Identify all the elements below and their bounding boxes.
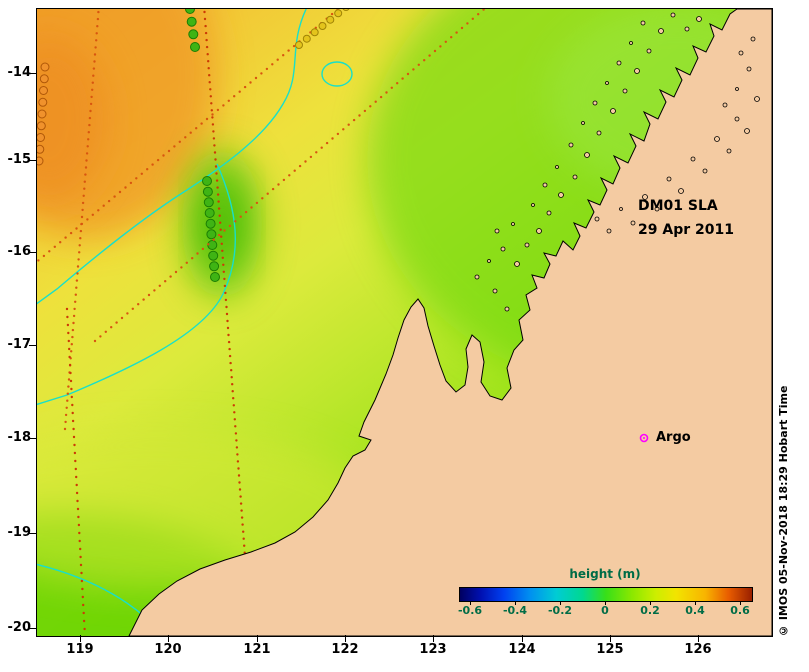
y-tick-label: -18	[7, 430, 32, 445]
colorbar-tickmark	[560, 601, 561, 605]
y-tick-label: -19	[7, 525, 32, 540]
islands	[474, 12, 760, 312]
x-axis-tickmark	[168, 635, 169, 642]
map-date: 29 Apr 2011	[638, 222, 734, 238]
colorbar-tickmark	[605, 601, 606, 605]
y-tick-label: -14	[7, 65, 32, 80]
x-axis-tickmark	[257, 635, 258, 642]
y-axis-tickmark	[29, 73, 36, 74]
x-tick-label: 122	[331, 642, 359, 657]
colorbar-tick-label: 0.4	[685, 604, 705, 617]
x-tick-label: 120	[154, 642, 182, 657]
x-tick-label: 119	[66, 642, 94, 657]
x-axis-tickmark	[522, 635, 523, 642]
land-australia	[128, 9, 772, 636]
colorbar-tick-label: -0.6	[457, 604, 483, 617]
imos-attribution: © IMOS 05-Nov-2018 18:29 Hobart Time	[777, 385, 790, 637]
x-tick-label: 126	[684, 642, 712, 657]
y-axis-tickmark	[29, 252, 36, 253]
x-tick-label: 125	[596, 642, 624, 657]
colorbar-tick-label: 0.6	[730, 604, 750, 617]
x-axis-tickmark	[433, 635, 434, 642]
colorbar-tick-label: -0.2	[547, 604, 573, 617]
x-axis-tickmark	[610, 635, 611, 642]
x-tick-label: 123	[419, 642, 447, 657]
x-axis-tickmark	[345, 635, 346, 642]
x-axis-tickmark	[698, 635, 699, 642]
colorbar-tickmark	[470, 601, 471, 605]
x-tick-label: 121	[243, 642, 271, 657]
colorbar-tickmark	[695, 601, 696, 605]
x-axis-tickmark	[80, 635, 81, 642]
map-canvas	[37, 9, 772, 636]
map-title: DM01 SLA	[638, 198, 718, 214]
colorbar-tickmark	[650, 601, 651, 605]
colorbar-tickmark	[515, 601, 516, 605]
colorbar-tickmark	[740, 601, 741, 605]
colorbar-tick-label: -0.4	[502, 604, 528, 617]
y-axis-tickmark	[29, 345, 36, 346]
y-axis-tickmark	[29, 533, 36, 534]
argo-marker-icon	[639, 433, 649, 443]
y-tick-label: -16	[7, 244, 32, 259]
contour-line	[37, 163, 237, 406]
y-axis-tickmark	[29, 438, 36, 439]
colorbar	[459, 587, 753, 602]
y-tick-label: -15	[7, 152, 32, 167]
y-tick-label: -17	[7, 337, 32, 352]
map-plot: DM01 SLA 29 Apr 2011 Argo height (m) -0.…	[36, 8, 773, 637]
colorbar-title: height (m)	[569, 567, 641, 581]
colorbar-tick-label: 0.2	[640, 604, 660, 617]
contour-loop	[321, 61, 353, 87]
argo-label: Argo	[656, 430, 691, 445]
colorbar-tick-label: 0	[601, 604, 609, 617]
y-axis-tickmark	[29, 160, 36, 161]
y-tick-label: -20	[7, 620, 32, 635]
contour-line	[37, 9, 307, 305]
x-tick-label: 124	[508, 642, 536, 657]
y-axis-tickmark	[29, 628, 36, 629]
